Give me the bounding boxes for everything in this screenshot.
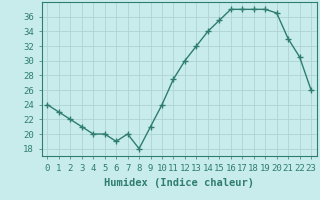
X-axis label: Humidex (Indice chaleur): Humidex (Indice chaleur) [104,178,254,188]
